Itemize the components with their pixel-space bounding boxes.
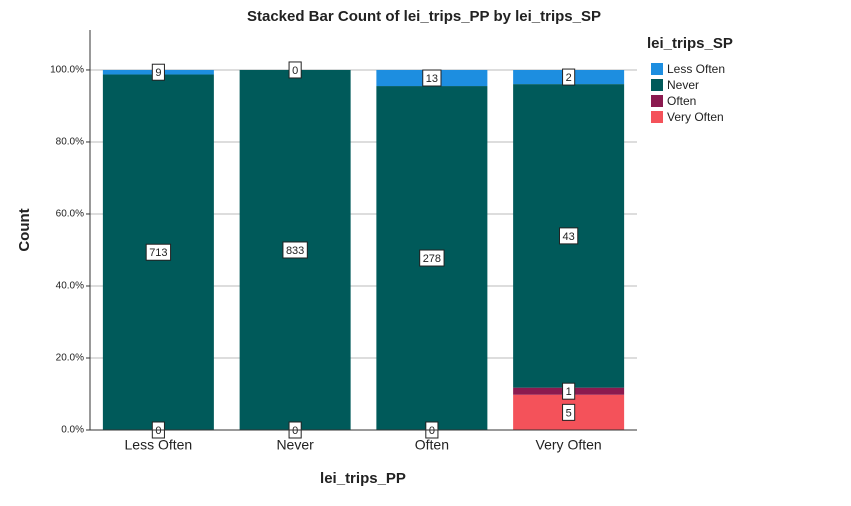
data-label-text: 2 (566, 72, 572, 84)
data-label: 43 (559, 227, 579, 245)
data-label-box (562, 403, 576, 421)
data-label-text: 1 (566, 386, 572, 398)
x-axis-label: lei_trips_PP (320, 470, 406, 487)
data-label-text: 43 (563, 231, 575, 243)
data-label: 9 (151, 63, 165, 81)
data-label-text: 0 (292, 425, 298, 437)
data-label-text: 833 (286, 245, 304, 257)
legend-swatch (651, 111, 663, 123)
data-label: 0 (288, 61, 302, 79)
data-label: 1 (562, 382, 576, 400)
y-tick-label: 60.0% (56, 209, 84, 220)
y-tick-label: 20.0% (56, 353, 84, 364)
legend-label: Never (667, 78, 699, 92)
y-tick-label: 40.0% (56, 281, 84, 292)
data-label-box (422, 69, 442, 87)
data-label-box (559, 227, 579, 245)
legend-swatch (651, 79, 663, 91)
data-label: 13 (422, 69, 442, 87)
chart-title: Stacked Bar Count of lei_trips_PP by lei… (247, 8, 601, 25)
y-tick-label: 100.0% (50, 65, 84, 76)
data-label-box (151, 63, 165, 81)
x-tick-label: Often (415, 437, 449, 453)
legend-title: lei_trips_SP (647, 35, 733, 52)
data-label-text: 5 (566, 407, 572, 419)
data-label-text: 278 (423, 253, 441, 265)
data-label-box (145, 243, 172, 261)
data-label-text: 13 (426, 73, 438, 85)
data-label-text: 9 (155, 67, 161, 79)
data-label-box (562, 68, 576, 86)
data-label: 278 (419, 249, 445, 267)
y-tick-label: 0.0% (61, 425, 84, 436)
data-label-text: 0 (292, 65, 298, 77)
data-label-text: 0 (155, 425, 161, 437)
y-axis-label: Count (16, 208, 33, 251)
data-label-box (562, 382, 576, 400)
x-tick-label: Very Often (536, 437, 602, 453)
data-label: 833 (282, 241, 308, 259)
x-tick-label: Less Often (125, 437, 193, 453)
legend-label: Very Often (667, 110, 724, 124)
legend-swatch (651, 95, 663, 107)
data-label: 2 (562, 68, 576, 86)
data-label-box (282, 241, 308, 259)
legend-label: Often (667, 94, 696, 108)
data-label: 5 (562, 403, 576, 421)
legend-label: Less Often (667, 62, 725, 76)
legend-swatch (651, 63, 663, 75)
data-label-text: 713 (149, 247, 167, 259)
data-label: 713 (145, 243, 172, 261)
data-label-box (288, 61, 302, 79)
y-tick-label: 80.0% (56, 137, 84, 148)
data-label-text: 0 (429, 425, 435, 437)
x-tick-label: Never (276, 437, 314, 453)
data-label-box (419, 249, 445, 267)
